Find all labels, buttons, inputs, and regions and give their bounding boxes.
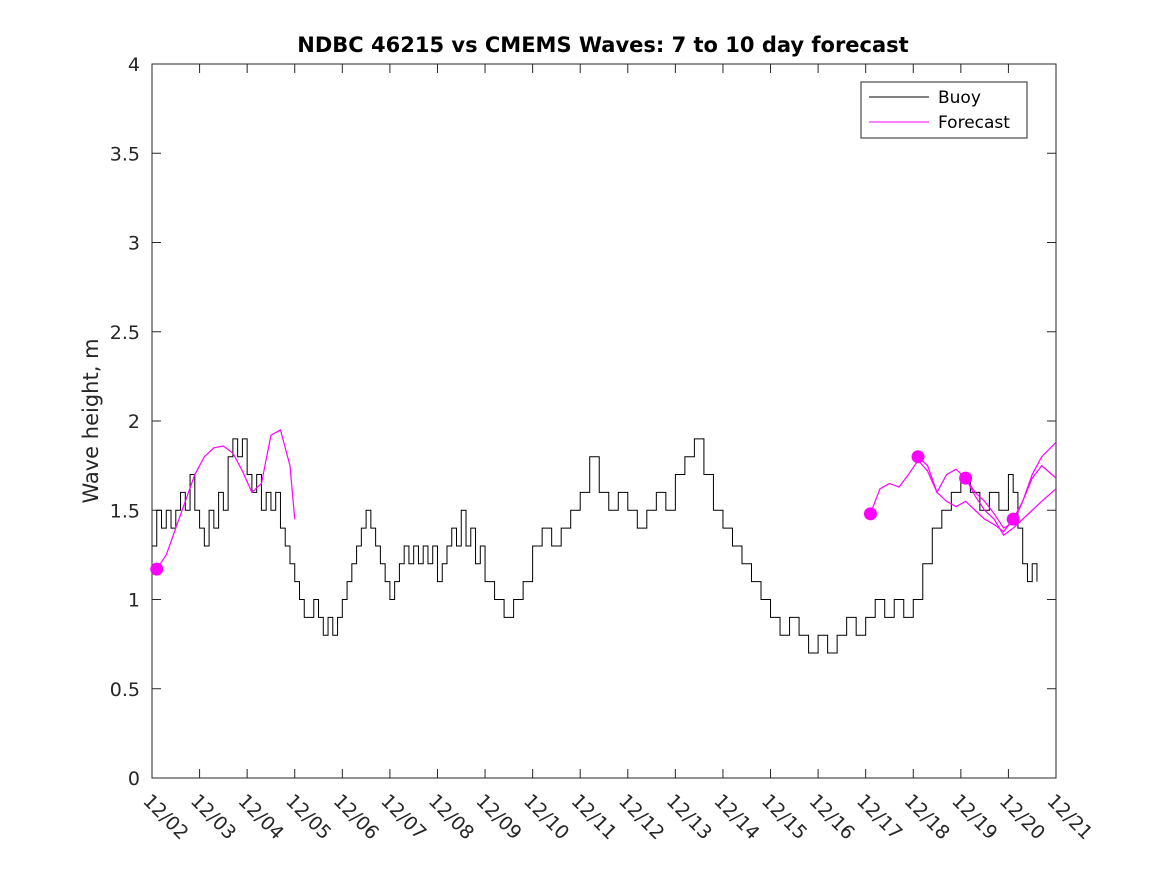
y-tick-label: 0.5 xyxy=(110,679,140,701)
legend-box xyxy=(860,81,1028,139)
y-tick-label: 3.5 xyxy=(110,143,140,165)
y-axis: 0 0.5 1 1.5 2 2.5 3 3.5 4 xyxy=(110,54,1056,790)
legend-label-forecast: Forecast xyxy=(938,113,1010,133)
y-tick-label: 1.5 xyxy=(110,500,140,522)
series-forecast-line-4 xyxy=(965,477,1057,537)
series-buoy-line xyxy=(152,438,1038,654)
y-tick-label: 0 xyxy=(128,768,140,790)
legend: Buoy Forecast xyxy=(860,81,1028,139)
y-tick-label: 4 xyxy=(128,54,140,76)
forecast-marker xyxy=(150,562,164,576)
y-tick-label: 3 xyxy=(128,233,140,255)
legend-label-buoy: Buoy xyxy=(938,88,981,108)
forecast-marker xyxy=(1006,512,1020,526)
chart-title: NDBC 46215 vs CMEMS Waves: 7 to 10 day f… xyxy=(297,33,908,57)
y-axis-label: Wave height, m xyxy=(79,338,103,503)
y-tick-label: 2 xyxy=(128,411,140,433)
series-forecast-line-1 xyxy=(156,429,296,570)
plot-area xyxy=(151,63,1057,779)
forecast-marker xyxy=(959,471,973,485)
forecast-marker xyxy=(911,450,925,464)
y-tick-label: 2.5 xyxy=(110,322,140,344)
series-layer xyxy=(150,429,1057,654)
forecast-marker xyxy=(863,507,877,521)
series-forecast-line-3 xyxy=(917,456,1057,529)
y-tick-label: 1 xyxy=(128,590,140,612)
